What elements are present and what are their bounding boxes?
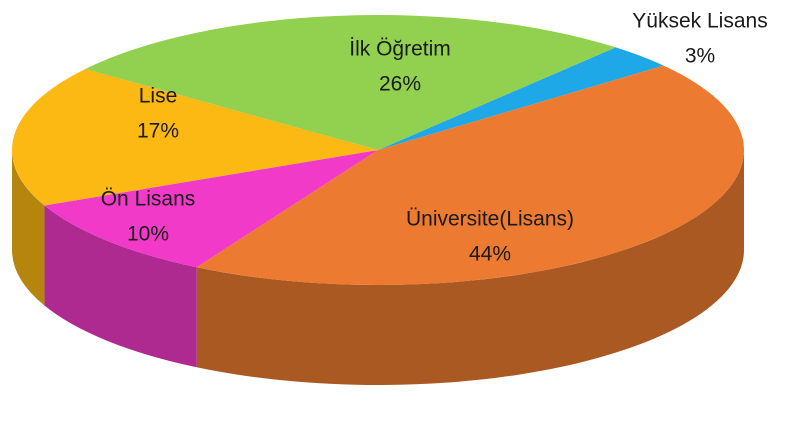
slice [85, 15, 616, 151]
slice-side [44, 205, 197, 368]
slice [196, 65, 744, 285]
category-label: Ön Lisans [101, 188, 196, 211]
value-label: 26% [379, 73, 421, 96]
category-label: Lise [139, 85, 178, 108]
value-label: 17% [137, 120, 179, 143]
value-label: 3% [685, 45, 715, 68]
category-label: Üniversite(Lisans) [406, 208, 574, 231]
value-label: 10% [127, 223, 169, 246]
slice-side [12, 150, 45, 306]
slice [378, 47, 664, 150]
category-label: İlk Öğretim [349, 38, 451, 61]
slice [44, 150, 379, 268]
slice-side [196, 150, 745, 386]
data-labels: Yüksek Lisans 3% Üniversite(Lisans) 44% Ön L… [101, 10, 768, 266]
pie-sides [12, 150, 745, 386]
value-label: 44% [469, 243, 511, 266]
slice [11, 68, 378, 206]
pie-tops [11, 15, 744, 285]
category-label: Yüksek Lisans [632, 10, 767, 33]
